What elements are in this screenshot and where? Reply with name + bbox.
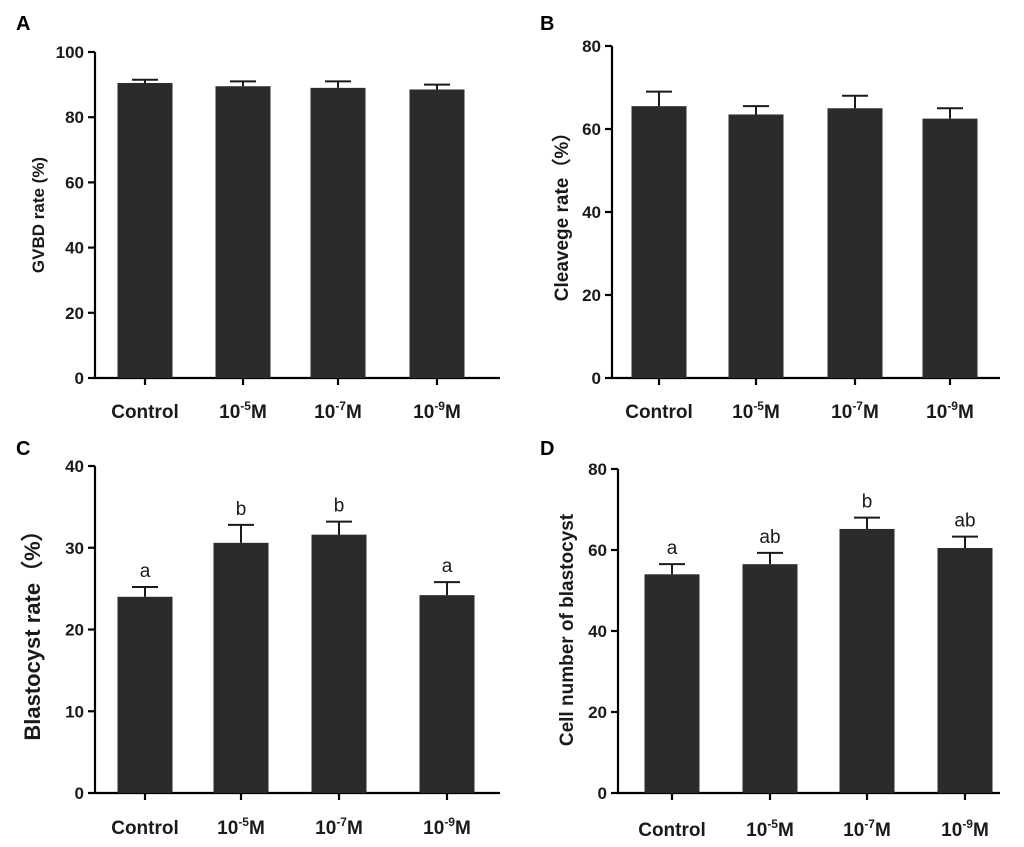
- y-tick-label: 40: [588, 622, 607, 641]
- panel-letter-d: D: [540, 438, 554, 460]
- x-tick-label: 10-7M: [315, 815, 363, 839]
- bar-b-3: [922, 118, 978, 378]
- y-tick-label: 20: [588, 703, 607, 722]
- bar-d-1: [742, 564, 798, 793]
- x-tick-label: 10-5M: [217, 815, 265, 839]
- bar-c-1: [213, 542, 269, 793]
- y-tick-label: 20: [65, 304, 84, 323]
- panel-c: C Blastocyst rate（%） 0 10 20 30 40 a b b a Cont…: [16, 438, 500, 839]
- y-tick-label: 20: [65, 621, 84, 640]
- x-tick-label: 10-9M: [941, 817, 989, 841]
- bar-b-0: [631, 106, 687, 379]
- bars-d: a ab b ab: [644, 492, 993, 793]
- bar-c-3: [419, 595, 475, 793]
- y-tick-label: 60: [65, 173, 84, 192]
- bar-d-2: [839, 528, 895, 793]
- x-labels-a: Control 10-5M 10-7M 10-9M: [111, 399, 461, 423]
- y-tick-label: 40: [582, 203, 601, 222]
- x-tick-label: 10-5M: [732, 399, 780, 423]
- x-tick-label: 10-9M: [926, 399, 974, 423]
- panel-letter-c: C: [16, 438, 30, 460]
- significance-label: b: [236, 499, 247, 520]
- significance-label: a: [140, 561, 151, 582]
- panel-letter-b: B: [540, 13, 554, 35]
- x-tick-label: 10-7M: [314, 399, 362, 423]
- significance-label: a: [667, 538, 678, 559]
- bar-d-3: [937, 547, 993, 793]
- x-tick-label: Control: [625, 402, 693, 423]
- y-tick-label: 30: [65, 539, 84, 558]
- y-tick-label: 80: [582, 37, 601, 56]
- x-tick-label: 10-9M: [423, 815, 471, 839]
- x-tick-label: 10-5M: [746, 817, 794, 841]
- y-tick-label: 80: [588, 460, 607, 479]
- y-tick-label: 10: [65, 702, 84, 721]
- significance-label: a: [442, 556, 453, 577]
- significance-label: ab: [954, 511, 975, 532]
- bar-a-2: [310, 87, 366, 379]
- x-labels-b: Control 10-5M 10-7M 10-9M: [625, 399, 974, 423]
- x-tick-label: 10-9M: [413, 399, 461, 423]
- x-tick-label: Control: [111, 818, 179, 839]
- x-labels-c: Control 10-5M 10-7M 10-9M: [111, 815, 471, 839]
- significance-label: ab: [759, 527, 780, 548]
- panel-b: B Cleavege rate（%） 0 20 40 60 80 Control 10-5…: [540, 13, 1000, 423]
- x-tick-label: 10-7M: [843, 817, 891, 841]
- y-axis-title-b: Cleavege rate（%）: [550, 123, 573, 301]
- bars-c: a b b a: [117, 496, 475, 793]
- x-tick-label: 10-5M: [219, 399, 267, 423]
- panel-a: A GVBD rate (%) 0 20 40 60 80 100 Control 10-5…: [16, 13, 500, 423]
- bar-a-0: [117, 82, 173, 378]
- y-tick-label: 0: [592, 369, 601, 388]
- bar-c-2: [311, 534, 367, 793]
- x-tick-label: Control: [638, 820, 706, 841]
- y-tick-label: 60: [588, 541, 607, 560]
- x-tick-label: 10-7M: [831, 399, 879, 423]
- y-tick-label: 80: [65, 108, 84, 127]
- x-tick-label: Control: [111, 402, 179, 423]
- bars-a: [117, 78, 465, 379]
- y-tick-label: 60: [582, 120, 601, 139]
- x-labels-d: Control 10-5M 10-7M 10-9M: [638, 817, 989, 841]
- y-axis-title-a: GVBD rate (%): [29, 157, 48, 273]
- y-tick-label: 40: [65, 457, 84, 476]
- y-tick-label: 0: [75, 784, 84, 803]
- y-tick-label: 100: [56, 43, 84, 62]
- y-tick-label: 20: [582, 286, 601, 305]
- bar-d-0: [644, 574, 700, 793]
- bar-b-1: [728, 114, 784, 378]
- significance-label: b: [862, 492, 873, 513]
- y-tick-label: 40: [65, 239, 84, 258]
- panel-letter-a: A: [16, 13, 30, 35]
- bars-b: [631, 90, 978, 379]
- y-tick-label: 0: [598, 784, 607, 803]
- bar-c-0: [117, 596, 173, 793]
- bar-a-1: [215, 86, 271, 378]
- y-axis-title-c: Blastocyst rate（%）: [20, 519, 45, 740]
- significance-label: b: [334, 496, 345, 517]
- bar-a-3: [409, 89, 465, 379]
- y-axis-title-d: Cell number of blastocyst: [557, 513, 578, 746]
- bar-b-2: [827, 108, 883, 378]
- y-tick-label: 0: [75, 369, 84, 388]
